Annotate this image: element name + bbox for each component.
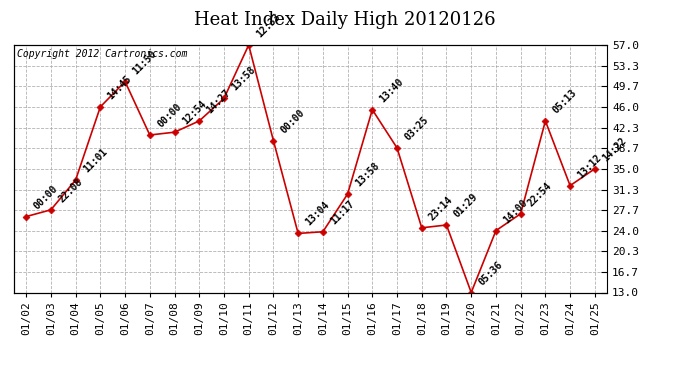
Text: 05:36: 05:36 (477, 259, 504, 287)
Text: 00:00: 00:00 (279, 107, 307, 135)
Text: 00:00: 00:00 (32, 183, 59, 211)
Text: 14:27: 14:27 (205, 87, 233, 116)
Text: Heat Index Daily High 20120126: Heat Index Daily High 20120126 (194, 11, 496, 29)
Text: 01:29: 01:29 (452, 192, 480, 219)
Text: 23:14: 23:14 (427, 194, 455, 222)
Text: 14:22: 14:22 (600, 135, 628, 163)
Text: 13:58: 13:58 (230, 65, 257, 93)
Text: 22:54: 22:54 (526, 180, 554, 208)
Text: Copyright 2012 Cartronics.com: Copyright 2012 Cartronics.com (17, 49, 187, 59)
Text: 13:12: 13:12 (575, 152, 604, 180)
Text: 12:54: 12:54 (180, 99, 208, 127)
Text: 22:08: 22:08 (57, 176, 84, 204)
Text: 14:45: 14:45 (106, 74, 134, 101)
Text: 13:04: 13:04 (304, 200, 331, 228)
Text: 03:25: 03:25 (402, 114, 431, 142)
Text: 12:33: 12:33 (254, 12, 282, 39)
Text: 13:40: 13:40 (378, 76, 406, 104)
Text: 11:17: 11:17 (328, 198, 356, 226)
Text: 00:00: 00:00 (155, 102, 183, 129)
Text: 13:58: 13:58 (353, 160, 381, 189)
Text: 05:13: 05:13 (551, 87, 579, 116)
Text: 11:01: 11:01 (81, 147, 109, 174)
Text: 11:50: 11:50 (130, 48, 159, 76)
Text: 14:00: 14:00 (502, 197, 529, 225)
